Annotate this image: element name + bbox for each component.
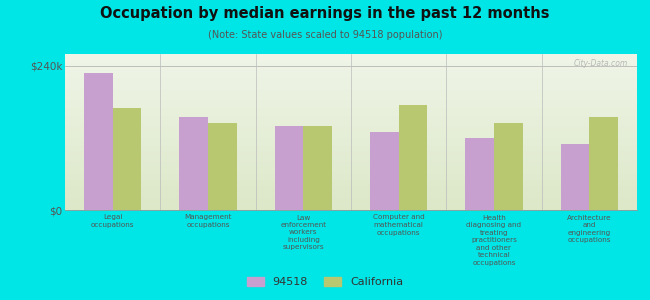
Bar (208, 123, 237, 210)
Legend: 94518, California: 94518, California (242, 272, 408, 291)
Bar (304, 126, 332, 210)
Bar (370, 132, 398, 210)
Bar (179, 117, 208, 210)
Bar (112, 108, 141, 210)
Text: City-Data.com: City-Data.com (574, 59, 629, 68)
Bar (494, 123, 523, 210)
Text: (Note: State values scaled to 94518 population): (Note: State values scaled to 94518 popu… (208, 30, 442, 40)
Text: Law
enforcement
workers
including
supervisors: Law enforcement workers including superv… (280, 214, 326, 250)
Text: Computer and
mathematical
occupations: Computer and mathematical occupations (373, 214, 424, 236)
Text: Legal
occupations: Legal occupations (91, 214, 135, 228)
Bar (275, 126, 304, 210)
Bar (398, 105, 427, 210)
Text: Management
occupations: Management occupations (184, 214, 232, 228)
Text: Architecture
and
engineering
occupations: Architecture and engineering occupations (567, 214, 612, 243)
Bar (465, 138, 494, 210)
Text: Occupation by median earnings in the past 12 months: Occupation by median earnings in the pas… (100, 6, 550, 21)
Bar (84, 73, 112, 210)
Bar (590, 117, 618, 210)
Text: Health
diagnosing and
treating
practitioners
and other
technical
occupations: Health diagnosing and treating practitio… (467, 214, 521, 266)
Bar (561, 144, 590, 210)
